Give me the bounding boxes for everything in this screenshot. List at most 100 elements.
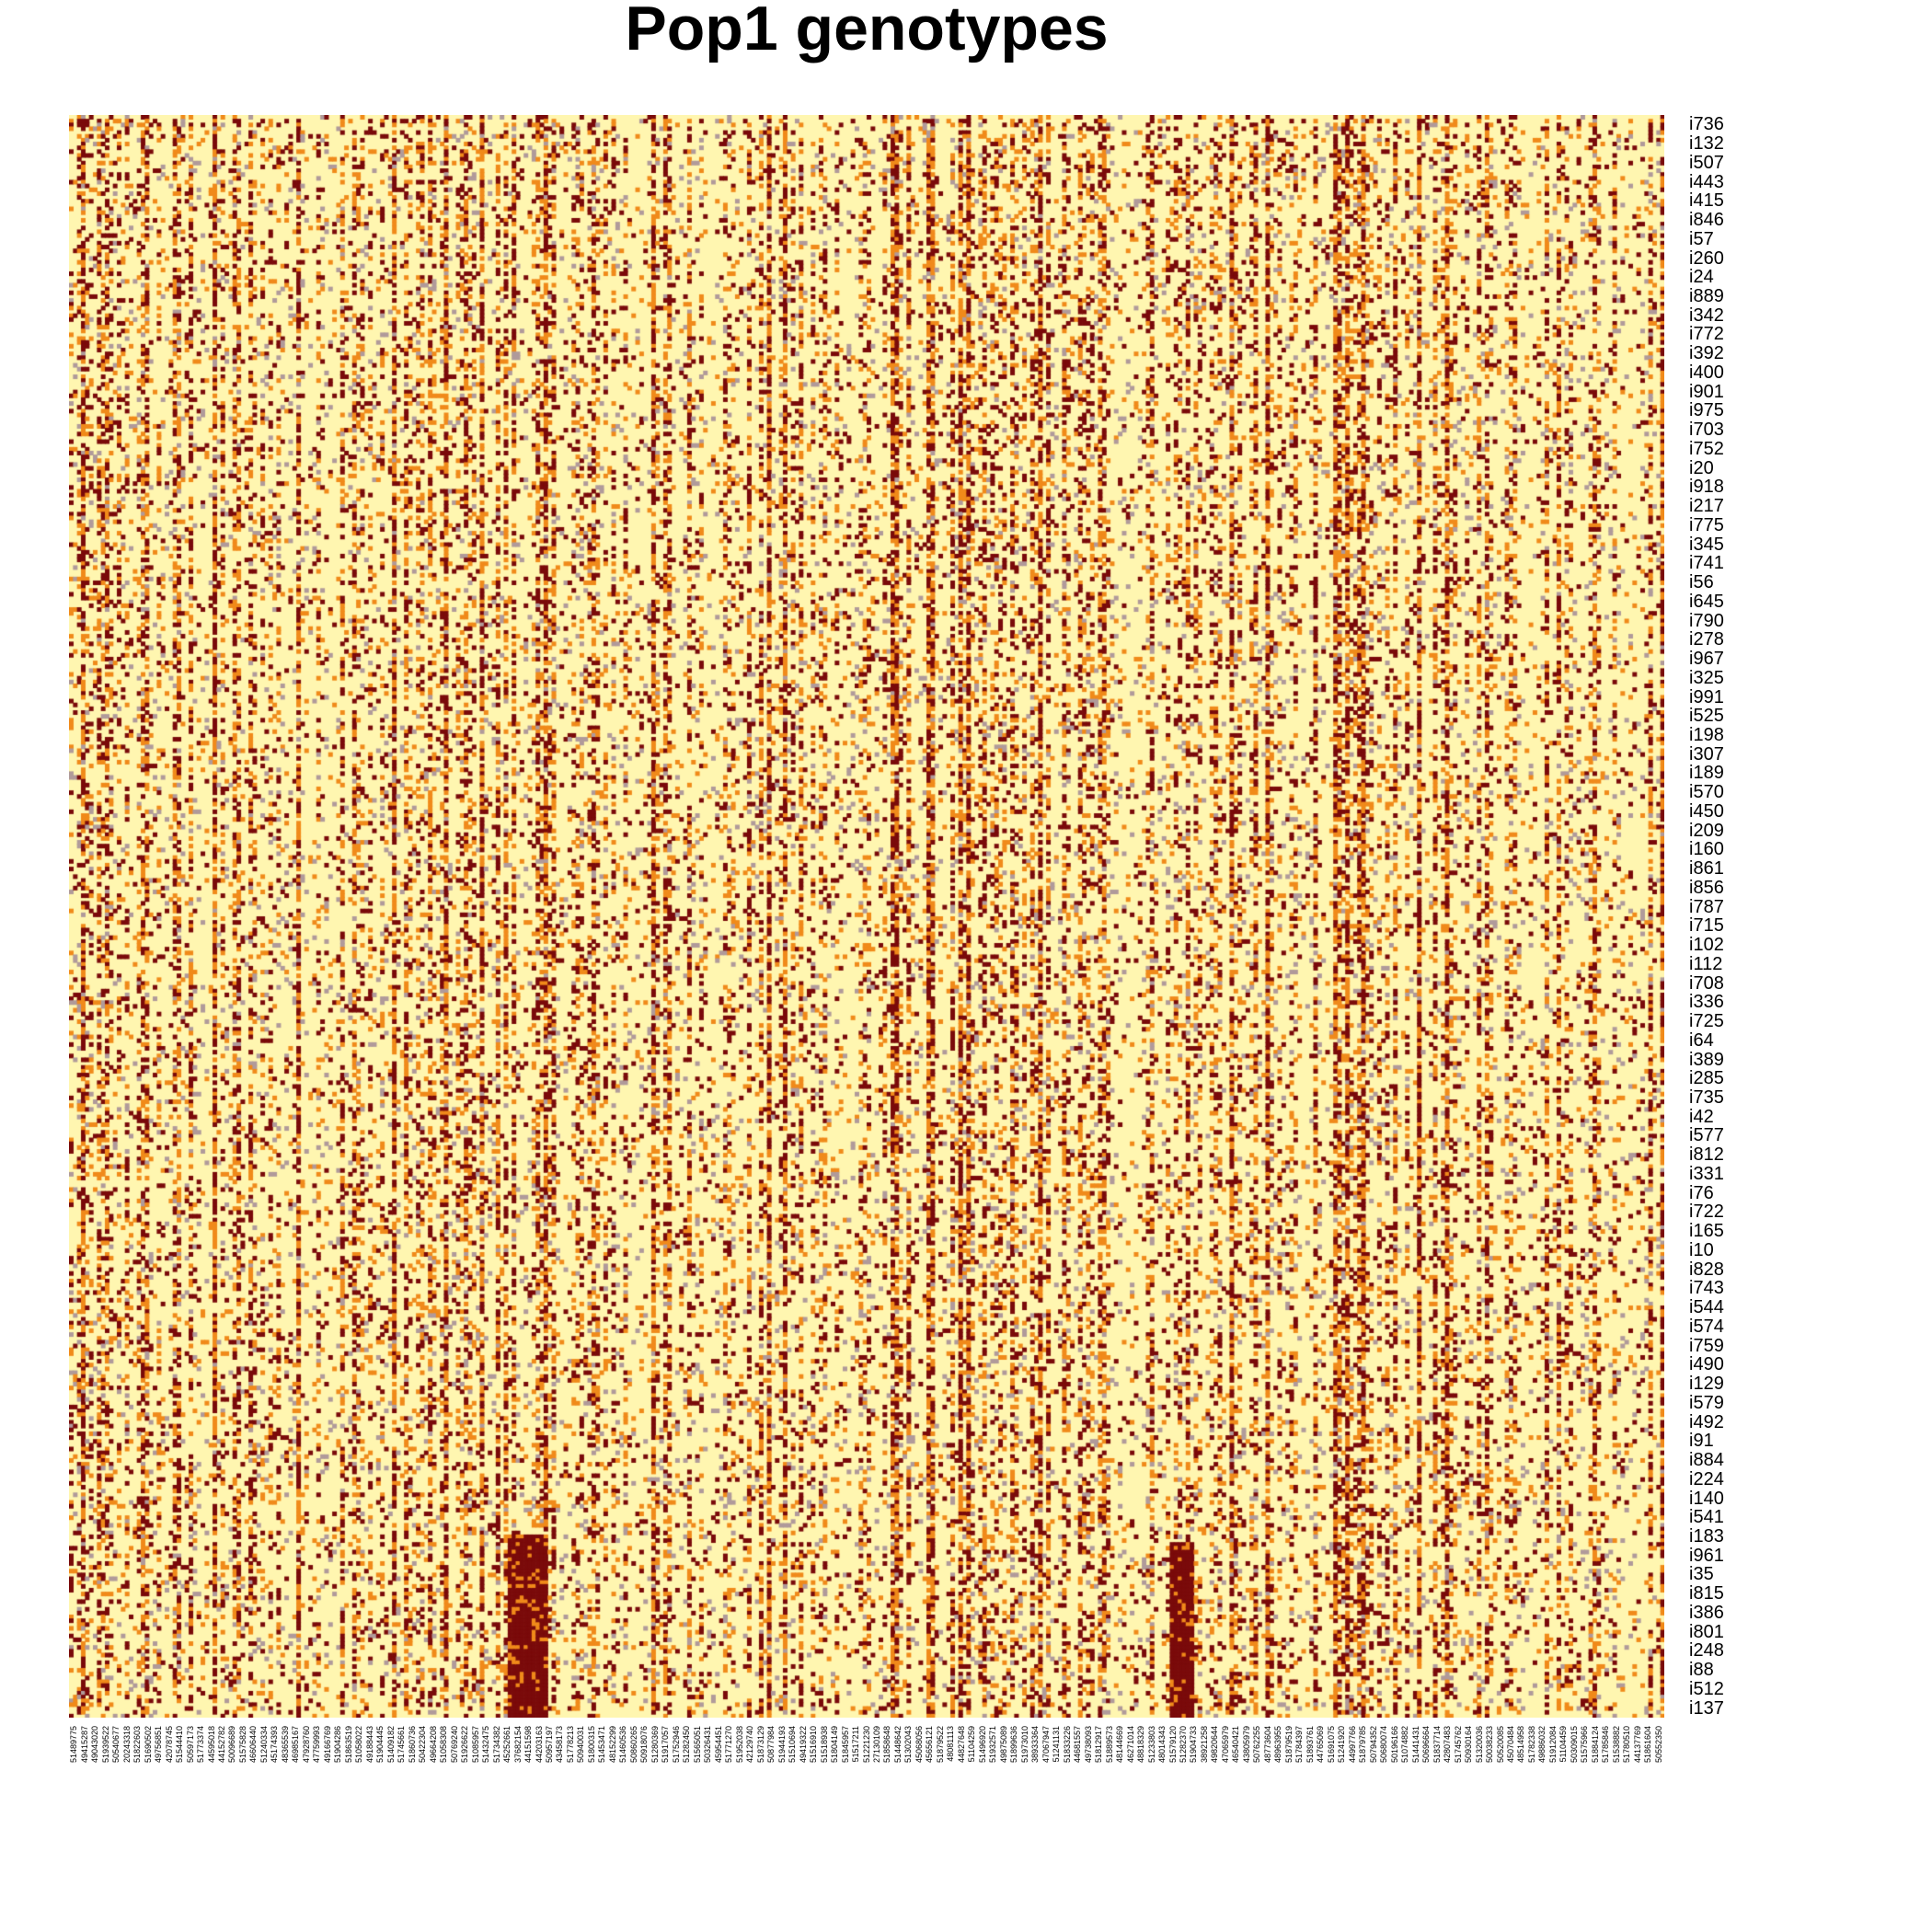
column-label: 51233803 [1148,1726,1156,1763]
column-label: 51879519 [1285,1726,1294,1763]
column-label: 51800315 [588,1726,596,1763]
row-label: i722 [1689,1202,1724,1221]
column-label: 51544410 [176,1726,184,1763]
column-label: 51752946 [673,1726,681,1763]
column-label: 51858648 [883,1726,891,1763]
column-label: 45070484 [1507,1726,1515,1763]
column-label: 51917057 [661,1726,670,1763]
column-label: 50597173 [187,1726,195,1763]
row-label: i450 [1689,802,1724,821]
row-label: i801 [1689,1623,1724,1641]
column-label: 38921258 [1201,1726,1209,1763]
column-label: 51518938 [821,1726,829,1763]
column-label: 50860265 [630,1726,638,1763]
column-label: 44152782 [218,1726,226,1763]
column-label: 49188443 [366,1726,374,1763]
row-label: i160 [1689,840,1724,858]
column-label: 51879522 [937,1726,945,1763]
column-label: 42807483 [1443,1726,1452,1763]
column-label: 48514958 [1517,1726,1525,1763]
row-label: i198 [1689,726,1724,744]
column-label: 50957197 [546,1726,554,1763]
column-label: 51745661 [397,1726,406,1763]
column-label: 46985167 [292,1726,300,1763]
column-label: 44595018 [208,1726,216,1763]
column-label: 50552350 [1655,1726,1663,1763]
column-label: 47928760 [303,1726,311,1763]
row-label: i209 [1689,822,1724,840]
column-label: 51489775 [70,1726,78,1763]
row-label: i708 [1689,974,1724,993]
column-label: 51873129 [757,1726,765,1763]
row-label: i76 [1689,1184,1714,1202]
row-label: i10 [1689,1241,1714,1259]
column-label: 51863519 [345,1726,353,1763]
column-label: 45068056 [915,1726,924,1763]
row-label: i129 [1689,1374,1724,1393]
column-label: 51690502 [144,1726,153,1763]
column-label: 47065979 [1222,1726,1230,1763]
row-label: i140 [1689,1489,1724,1508]
column-label: 50794352 [1370,1726,1378,1763]
column-label: 51280369 [651,1726,660,1763]
column-label: 51221230 [863,1726,871,1763]
column-label: 49756851 [155,1726,163,1763]
column-label: 38933364 [1031,1726,1040,1763]
row-label: i260 [1689,249,1724,268]
column-label: 51833226 [1064,1726,1072,1763]
column-label: 50762255 [1253,1726,1261,1763]
column-label: 50940031 [577,1726,585,1763]
column-label: 48014343 [1158,1726,1167,1763]
row-label: i967 [1689,650,1724,668]
column-label: 48081113 [947,1726,955,1762]
column-label: 51861604 [1644,1726,1652,1763]
column-label: 51904286 [334,1726,342,1763]
column-label: 44203163 [535,1726,544,1763]
row-label: i345 [1689,535,1724,554]
row-label: i741 [1689,554,1724,572]
column-label: 51812917 [1095,1726,1103,1763]
column-label: 44997766 [1349,1726,1357,1763]
column-label: 51912084 [1549,1726,1558,1763]
row-label: i736 [1689,115,1724,133]
row-label: i759 [1689,1337,1724,1355]
column-label: 51837714 [1433,1726,1442,1763]
row-label: i400 [1689,363,1724,382]
column-label: 47759993 [313,1726,321,1763]
column-label: 51575966 [1581,1726,1589,1763]
row-label: i856 [1689,879,1724,897]
column-label: 51104259 [968,1726,976,1762]
column-label: 50038233 [1486,1726,1494,1763]
row-label: i725 [1689,1012,1724,1030]
chart-title: Pop1 genotypes [0,0,1733,64]
column-label: 44151598 [524,1726,533,1763]
row-label: i507 [1689,154,1724,172]
column-label: 50096689 [228,1726,236,1763]
row-label: i961 [1689,1547,1724,1565]
row-label: i645 [1689,592,1724,611]
row-label: i752 [1689,440,1724,458]
row-label: i828 [1689,1260,1724,1279]
row-label: i790 [1689,612,1724,630]
column-label: 51932571 [989,1726,997,1763]
row-label: i35 [1689,1565,1714,1583]
row-label: i224 [1689,1470,1724,1489]
column-label: 51785846 [1602,1726,1610,1763]
column-label: 44137769 [1634,1726,1642,1763]
column-label: 47067947 [1042,1726,1051,1763]
row-label: i20 [1689,459,1714,477]
row-label: i541 [1689,1508,1724,1526]
column-label: 50540677 [112,1726,121,1763]
column-label: 50769240 [451,1726,459,1763]
row-label: i715 [1689,916,1724,935]
row-label: i91 [1689,1432,1714,1450]
column-label: 50918076 [640,1726,649,1763]
column-label: 51884124 [1592,1726,1600,1763]
row-label: i918 [1689,477,1724,496]
column-label: 51448642 [894,1726,903,1763]
row-label: i775 [1689,516,1724,535]
row-label: i815 [1689,1584,1724,1603]
row-label: i812 [1689,1145,1724,1164]
column-label: 51510694 [788,1726,797,1763]
row-label: i735 [1689,1088,1724,1107]
